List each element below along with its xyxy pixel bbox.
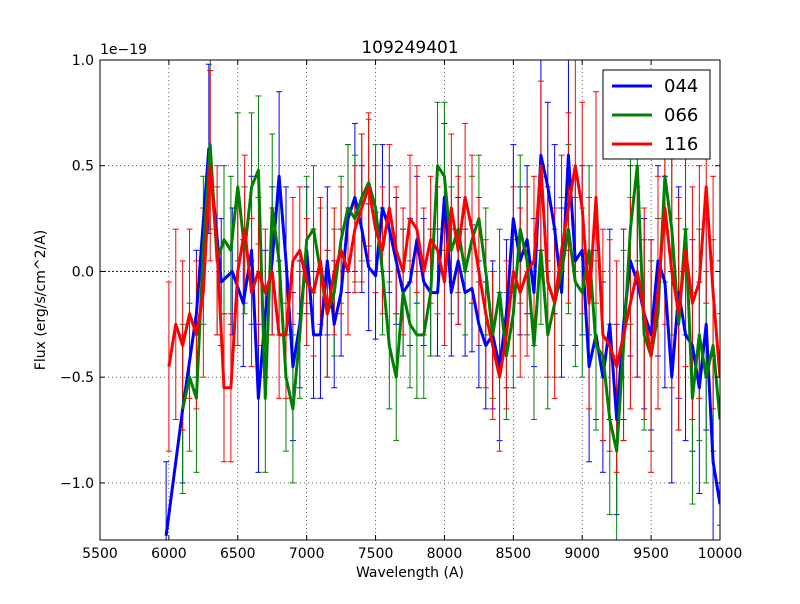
chart-title: 109249401 xyxy=(361,38,458,58)
y-offset-label: 1e−19 xyxy=(100,42,147,58)
legend: 044 066 116 xyxy=(602,69,711,160)
series-line-116 xyxy=(167,164,720,390)
x-axis-ticks: 5500 6000 6500 7000 7500 8000 8500 9000 9500 1000… xyxy=(82,60,742,562)
x-tick-label: 9000 xyxy=(564,546,600,562)
legend-label-116: 116 xyxy=(664,134,698,155)
x-tick-label: 5500 xyxy=(82,546,118,562)
plot-frame xyxy=(99,59,721,541)
x-tick-label: 6000 xyxy=(151,546,187,562)
x-tick-label: 7000 xyxy=(289,546,325,562)
x-axis-label: Wavelength (A) xyxy=(356,565,464,581)
x-tick-label: 8500 xyxy=(496,546,532,562)
y-tick-label: 0.5 xyxy=(72,159,94,175)
x-tick-label: 10000 xyxy=(698,546,743,562)
y-axis-ticks: −1.0 −0.5 0.0 0.5 1.0 xyxy=(60,53,720,492)
x-tick-label: 9500 xyxy=(633,546,669,562)
x-tick-label: 7500 xyxy=(358,546,394,562)
legend-label-044: 044 xyxy=(664,76,698,97)
y-tick-label: −0.5 xyxy=(60,370,94,386)
series-group xyxy=(163,60,720,540)
y-tick-label: −1.0 xyxy=(60,476,94,492)
x-tick-label: 8000 xyxy=(427,546,463,562)
series-line-066 xyxy=(181,143,720,453)
y-tick-label: 1.0 xyxy=(72,53,94,69)
y-tick-label: 0.0 xyxy=(72,264,94,280)
x-tick-label: 6500 xyxy=(220,546,256,562)
y-axis-label: Flux (erg/s/cm^2/A) xyxy=(33,230,49,370)
legend-label-066: 066 xyxy=(664,105,698,126)
